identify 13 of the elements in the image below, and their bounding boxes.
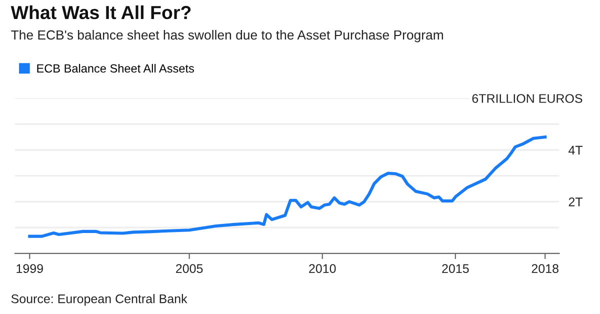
x-tick-label: 2018 [532, 264, 558, 273]
y-tick-label: 2T [568, 197, 583, 206]
y-tick-label: 6TRILLION EUROS [472, 94, 582, 103]
chart-subtitle: The ECB's balance sheet has swollen due to the Asset Purchase Program [11, 30, 443, 42]
x-tick-label: 1999 [16, 264, 43, 273]
x-tick-label: 2005 [176, 264, 203, 273]
source-note: Source: European Central Bank [11, 294, 188, 306]
x-tick-label: 2015 [442, 264, 469, 273]
chart-title: What Was It All For? [10, 5, 191, 20]
x-tick-label: 2010 [309, 264, 336, 273]
line-series [28, 136, 547, 238]
y-tick-label: 4T [568, 146, 583, 155]
legend-label: ECB Balance Sheet All Assets [37, 64, 194, 73]
